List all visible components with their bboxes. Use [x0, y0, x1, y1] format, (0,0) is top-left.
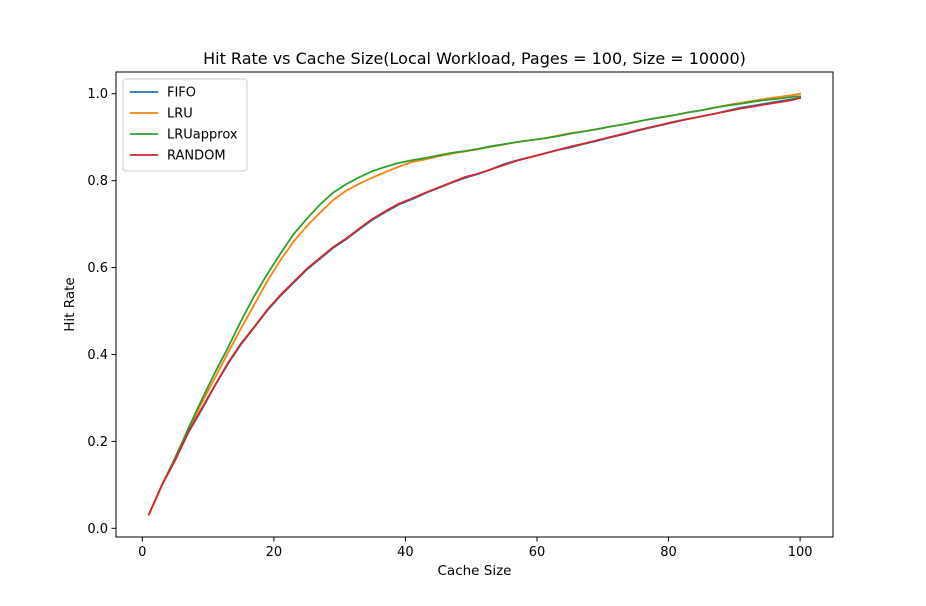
- axes-frame: [115, 71, 834, 538]
- x-axis-ticks: 0 20 40 60 80 100: [138, 537, 813, 560]
- legend-label-lruapprox: LRUapprox: [167, 128, 238, 143]
- y-tick-label: 0.4: [87, 348, 108, 363]
- y-tick-label: 0.0: [87, 522, 108, 537]
- x-tick-label: 0: [138, 545, 146, 560]
- chart-title: Hit Rate vs Cache Size(Local Workload, P…: [203, 49, 746, 68]
- y-tick-label: 1.0: [87, 87, 108, 102]
- x-tick-label: 60: [529, 545, 546, 560]
- y-tick-label: 0.2: [87, 435, 108, 450]
- x-tick-label: 20: [266, 545, 283, 560]
- legend-box: [122, 78, 248, 172]
- x-tick-label: 80: [660, 545, 677, 560]
- x-axis-label: Cache Size: [438, 563, 512, 579]
- series-line-random: [147, 96, 802, 516]
- series-lines: [147, 92, 802, 516]
- series-line-lruapprox: [147, 95, 802, 516]
- x-tick-label: 100: [788, 545, 813, 560]
- y-axis-label: Hit Rate: [62, 277, 78, 331]
- y-axis-ticks: 0.0 0.2 0.4 0.6 0.8 1.0: [87, 87, 116, 537]
- legend-label-fifo: FIFO: [167, 86, 196, 101]
- plot-area-border: [115, 71, 834, 538]
- legend: FIFO LRU LRUapprox RANDOM: [122, 78, 248, 172]
- y-tick-label: 0.8: [87, 174, 108, 189]
- legend-label-lru: LRU: [167, 107, 193, 122]
- legend-label-random: RANDOM: [167, 149, 226, 164]
- x-tick-label: 40: [397, 545, 414, 560]
- y-tick-label: 0.6: [87, 261, 108, 276]
